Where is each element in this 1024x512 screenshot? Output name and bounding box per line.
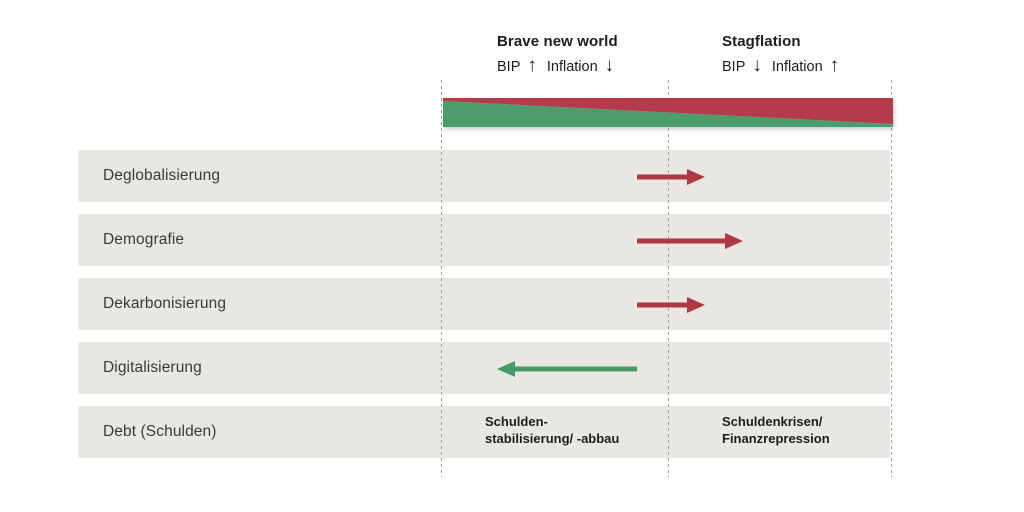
scenario-metrics: BIP ↓ Inflation ↑ (722, 55, 840, 76)
scenario-header-stagflation: Stagflation BIP ↓ Inflation ↑ (722, 33, 839, 75)
row-label: Demografie (103, 231, 185, 248)
row-label: Dekarbonisierung (103, 295, 227, 312)
debt-note-stagflation: Schuldenkrisen/ Finanzrepression (722, 413, 830, 447)
trend-arrow-left-icon (497, 361, 637, 377)
inflation-wedge-red (443, 98, 893, 124)
table-row-demografie: Demografie (78, 214, 890, 266)
inflation-label: Inflation (546, 59, 598, 75)
trend-arrow-right-icon (637, 233, 743, 249)
inflation-down-arrow-icon: ↓ (604, 55, 615, 76)
table-row-digitalisierung: Digitalisierung (78, 342, 890, 394)
growth-wedge-green (443, 101, 893, 127)
dashed-guide-middle (668, 80, 669, 477)
bip-label: BIP (722, 59, 746, 75)
inflation-up-arrow-icon: ↑ (829, 55, 840, 76)
dashed-guide-right (891, 80, 892, 477)
debt-note-brave-new-world: Schulden- stabilisierung/ -abbau (485, 413, 619, 447)
debt-note-line: Finanzrepression (722, 431, 830, 446)
table-row-deglobalisierung: Deglobalisierung (78, 150, 890, 202)
inflation-label: Inflation (771, 59, 823, 75)
row-label: Deglobalisierung (103, 167, 221, 184)
scenario-metrics: BIP ↑ Inflation ↓ (497, 55, 618, 76)
debt-note-line: Schuldenkrisen/ (722, 414, 823, 429)
scenario-header-brave-new-world: Brave new world BIP ↑ Inflation ↓ (497, 33, 618, 75)
trend-arrow-right-icon (637, 297, 705, 313)
table-row-debt: Debt (Schulden) (78, 406, 890, 458)
row-label: Digitalisierung (103, 359, 202, 376)
debt-note-line: stabilisierung/ -abbau (485, 431, 620, 446)
dashed-guide-left (441, 80, 442, 477)
bip-up-arrow-icon: ↑ (527, 55, 537, 76)
table-row-dekarbonisierung: Dekarbonisierung (78, 278, 890, 330)
growth-inflation-wedge-bar (443, 98, 893, 127)
debt-note-line: Schulden- (485, 414, 548, 429)
trend-arrow-right-icon (637, 169, 705, 185)
row-label: Debt (Schulden) (103, 423, 217, 440)
bip-down-arrow-icon: ↓ (752, 55, 762, 76)
scenario-title: Stagflation (722, 33, 801, 50)
scenario-title: Brave new world (497, 33, 618, 50)
bip-label: BIP (497, 59, 521, 75)
